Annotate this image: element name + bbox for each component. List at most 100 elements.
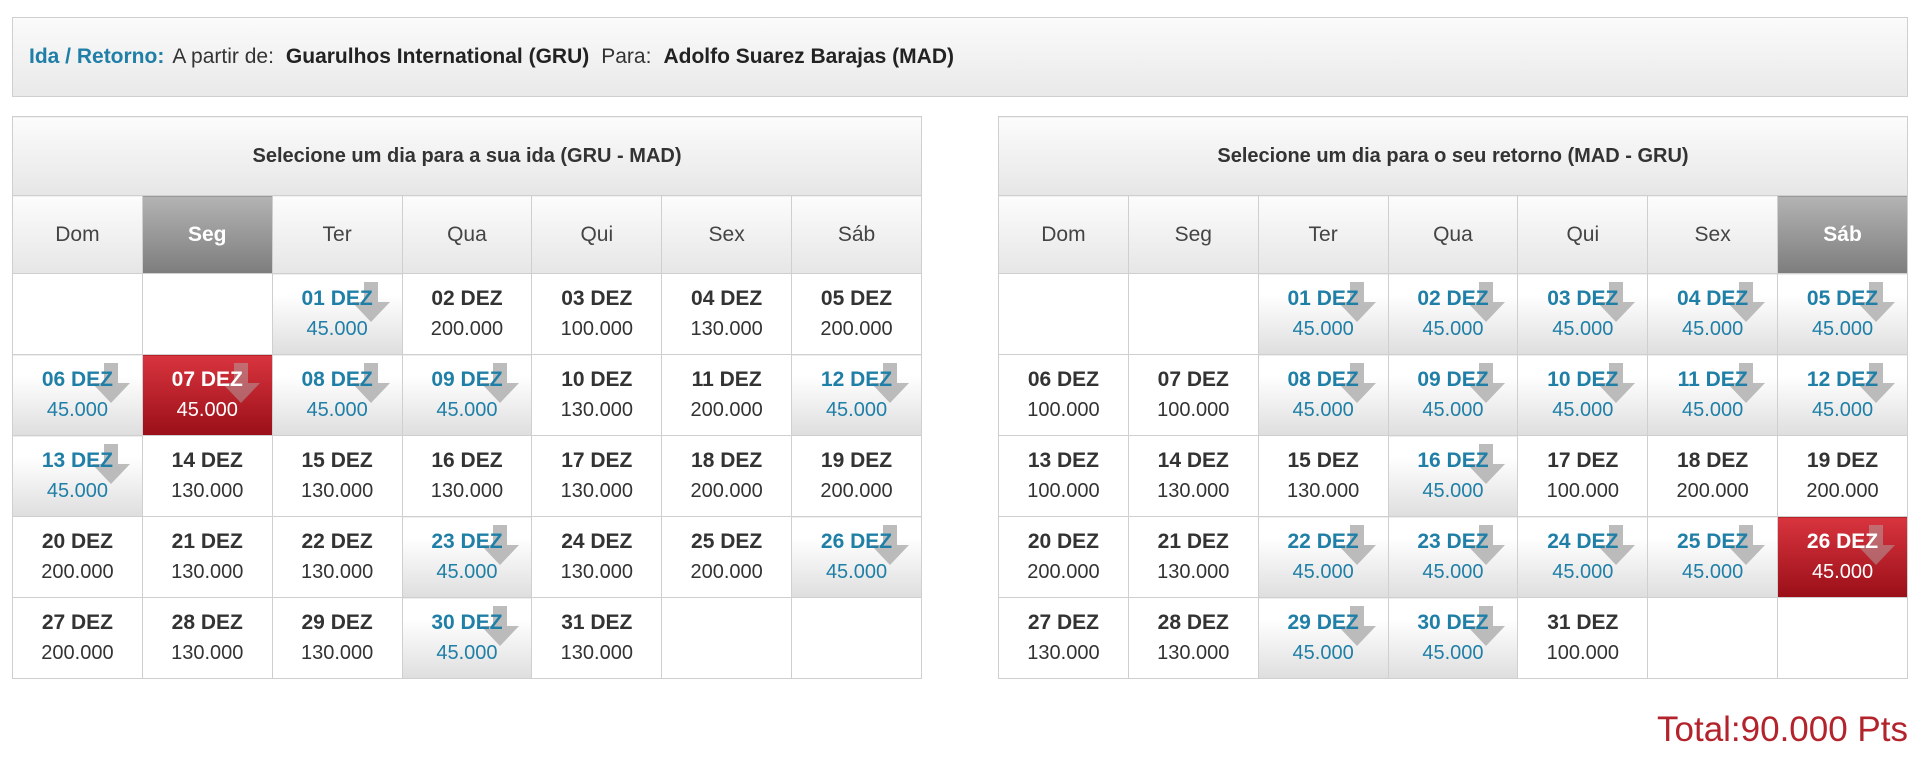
outbound-day-26[interactable]: 26 DEZ 45.000 [791, 516, 922, 598]
outbound-day-14[interactable]: 14 DEZ 130.000 [141, 435, 273, 517]
outbound-day-20[interactable]: 20 DEZ 200.000 [12, 516, 143, 598]
outbound-day-08[interactable]: 08 DEZ 45.000 [271, 354, 403, 436]
outbound-day-10[interactable]: 10 DEZ 130.000 [531, 354, 663, 436]
outbound-day-25[interactable]: 25 DEZ 200.000 [661, 516, 793, 598]
day-price: 45.000 [1811, 318, 1874, 340]
return-day-09[interactable]: 09 DEZ 45.000 [1387, 354, 1519, 436]
outbound-day-13[interactable]: 13 DEZ 45.000 [12, 435, 143, 517]
outbound-day-24[interactable]: 24 DEZ 130.000 [531, 516, 663, 598]
return-day-23[interactable]: 23 DEZ 45.000 [1387, 516, 1519, 598]
day-date: 31 DEZ [1547, 611, 1619, 634]
outbound-weekday-row: Dom Seg Ter Qua Qui Sex Sáb [12, 195, 922, 274]
day-price: 100.000 [1157, 399, 1230, 421]
outbound-day-05[interactable]: 05 DEZ 200.000 [791, 273, 922, 355]
day-date: 19 DEZ [820, 449, 893, 472]
return-day-17[interactable]: 17 DEZ 100.000 [1517, 435, 1649, 517]
outbound-day-04[interactable]: 04 DEZ 130.000 [661, 273, 793, 355]
return-day-18[interactable]: 18 DEZ 200.000 [1647, 435, 1779, 517]
return-day-13[interactable]: 13 DEZ 100.000 [998, 435, 1129, 517]
day-date: 17 DEZ [1547, 449, 1619, 472]
outbound-day-11[interactable]: 11 DEZ 200.000 [661, 354, 793, 436]
return-day-29[interactable]: 29 DEZ 45.000 [1257, 597, 1389, 679]
day-date: 02 DEZ [1417, 287, 1489, 310]
chevron-down-arrow-icon [1727, 363, 1766, 403]
return-day-28[interactable]: 28 DEZ 130.000 [1127, 597, 1259, 679]
day-date: 27 DEZ [41, 611, 114, 634]
outbound-day-18[interactable]: 18 DEZ 200.000 [661, 435, 793, 517]
return-day-31[interactable]: 31 DEZ 100.000 [1517, 597, 1649, 679]
weekday-seg: Seg [1127, 195, 1259, 274]
day-price: 45.000 [1811, 399, 1874, 421]
chevron-down-arrow-icon [1467, 444, 1506, 484]
calendar-week-row: 27 DEZ 130.000 28 DEZ 130.000 29 DEZ 45.000 30… [998, 597, 1908, 679]
day-date: 07 DEZ [171, 368, 243, 391]
day-price: 100.000 [1027, 399, 1100, 421]
return-day-24[interactable]: 24 DEZ 45.000 [1517, 516, 1649, 598]
return-day-08[interactable]: 08 DEZ 45.000 [1257, 354, 1389, 436]
return-day-25[interactable]: 25 DEZ 45.000 [1647, 516, 1779, 598]
outbound-day-28[interactable]: 28 DEZ 130.000 [141, 597, 273, 679]
day-price: 45.000 [1682, 399, 1744, 421]
calendar-week-row: 27 DEZ 200.000 28 DEZ 130.000 29 DEZ 130.000 3… [12, 597, 922, 679]
return-day-07[interactable]: 07 DEZ 100.000 [1127, 354, 1259, 436]
return-day-06[interactable]: 06 DEZ 100.000 [998, 354, 1129, 436]
chevron-down-arrow-icon [351, 282, 390, 322]
outbound-day-19[interactable]: 19 DEZ 200.000 [791, 435, 922, 517]
outbound-day-17[interactable]: 17 DEZ 130.000 [531, 435, 663, 517]
return-day-01[interactable]: 01 DEZ 45.000 [1257, 273, 1389, 355]
return-day-11[interactable]: 11 DEZ 45.000 [1647, 354, 1779, 436]
outbound-day-09[interactable]: 09 DEZ 45.000 [401, 354, 533, 436]
outbound-day-03[interactable]: 03 DEZ 100.000 [531, 273, 663, 355]
day-price: 45.000 [46, 480, 108, 502]
day-date: 29 DEZ [301, 611, 373, 634]
day-date: 22 DEZ [301, 530, 373, 553]
return-day-14[interactable]: 14 DEZ 130.000 [1127, 435, 1259, 517]
outbound-day-21[interactable]: 21 DEZ 130.000 [141, 516, 273, 598]
day-price: 45.000 [825, 399, 888, 421]
return-day-21[interactable]: 21 DEZ 130.000 [1127, 516, 1259, 598]
outbound-day-06[interactable]: 06 DEZ 45.000 [12, 354, 143, 436]
day-date: 27 DEZ [1027, 611, 1100, 634]
day-price: 200.000 [430, 318, 504, 340]
day-date: 23 DEZ [1417, 530, 1489, 553]
return-day-19[interactable]: 19 DEZ 200.000 [1777, 435, 1908, 517]
return-day-26-selected[interactable]: 26 DEZ 45.000 [1777, 516, 1908, 598]
outbound-day-12[interactable]: 12 DEZ 45.000 [791, 354, 922, 436]
return-day-02[interactable]: 02 DEZ 45.000 [1387, 273, 1519, 355]
weekday-dom: Dom [998, 195, 1129, 274]
calendar-empty-cell [1647, 597, 1779, 679]
return-day-12[interactable]: 12 DEZ 45.000 [1777, 354, 1908, 436]
outbound-day-23[interactable]: 23 DEZ 45.000 [401, 516, 533, 598]
return-day-30[interactable]: 30 DEZ 45.000 [1387, 597, 1519, 679]
return-day-15[interactable]: 15 DEZ 130.000 [1257, 435, 1389, 517]
day-date: 13 DEZ [41, 449, 114, 472]
day-date: 06 DEZ [41, 368, 114, 391]
day-date: 20 DEZ [41, 530, 114, 553]
return-day-10[interactable]: 10 DEZ 45.000 [1517, 354, 1649, 436]
outbound-day-16[interactable]: 16 DEZ 130.000 [401, 435, 533, 517]
outbound-day-31[interactable]: 31 DEZ 130.000 [531, 597, 663, 679]
day-price: 45.000 [1552, 561, 1614, 583]
day-price: 200.000 [41, 642, 114, 664]
day-price: 45.000 [306, 318, 368, 340]
return-day-27[interactable]: 27 DEZ 130.000 [998, 597, 1129, 679]
return-day-04[interactable]: 04 DEZ 45.000 [1647, 273, 1779, 355]
outbound-day-30[interactable]: 30 DEZ 45.000 [401, 597, 533, 679]
chevron-down-arrow-icon [1467, 525, 1506, 565]
return-day-05[interactable]: 05 DEZ 45.000 [1777, 273, 1908, 355]
day-price: 130.000 [1286, 480, 1360, 502]
outbound-day-01[interactable]: 01 DEZ 45.000 [271, 273, 403, 355]
outbound-day-02[interactable]: 02 DEZ 200.000 [401, 273, 533, 355]
return-day-22[interactable]: 22 DEZ 45.000 [1257, 516, 1389, 598]
outbound-day-15[interactable]: 15 DEZ 130.000 [271, 435, 403, 517]
outbound-day-29[interactable]: 29 DEZ 130.000 [271, 597, 403, 679]
outbound-day-27[interactable]: 27 DEZ 200.000 [12, 597, 143, 679]
return-day-20[interactable]: 20 DEZ 200.000 [998, 516, 1129, 598]
day-price: 100.000 [1546, 642, 1619, 664]
day-price: 100.000 [1546, 480, 1619, 502]
return-day-16[interactable]: 16 DEZ 45.000 [1387, 435, 1519, 517]
return-day-03[interactable]: 03 DEZ 45.000 [1517, 273, 1649, 355]
outbound-day-07-selected[interactable]: 07 DEZ 45.000 [141, 354, 273, 436]
outbound-day-22[interactable]: 22 DEZ 130.000 [271, 516, 403, 598]
day-price: 45.000 [1292, 399, 1354, 421]
